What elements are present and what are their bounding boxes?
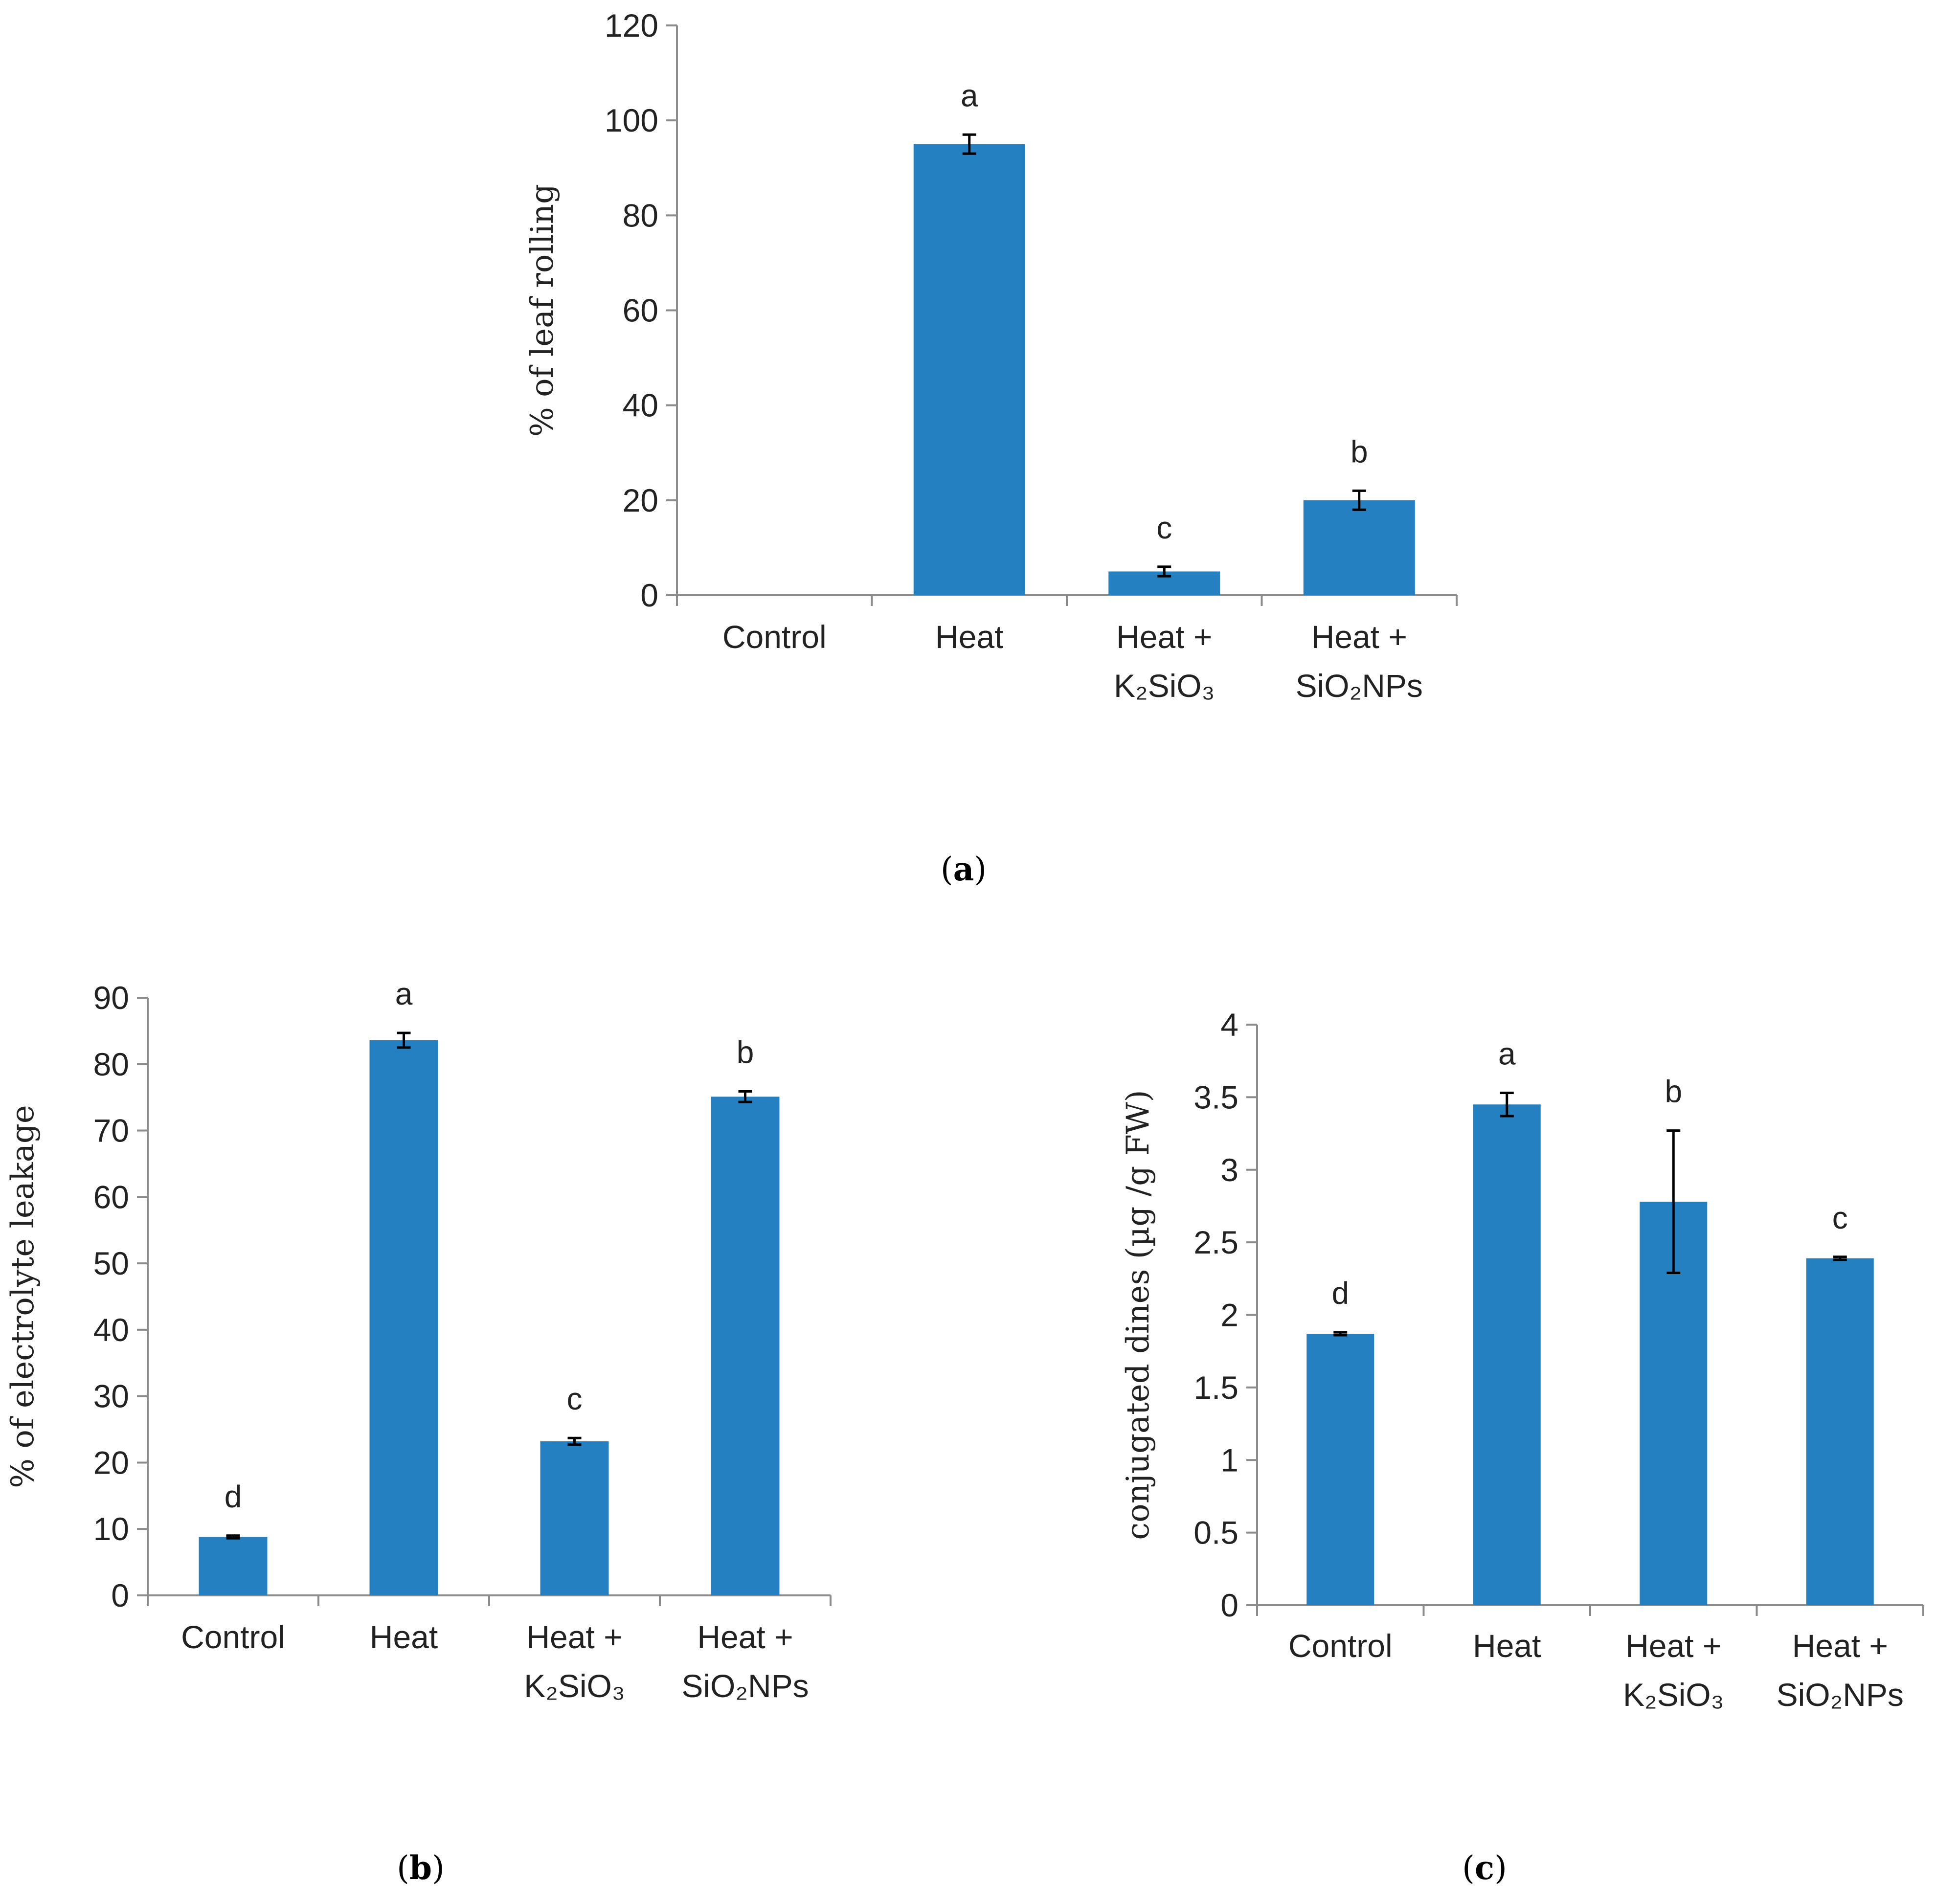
- category-label: Heat +: [526, 1619, 622, 1655]
- y-tick-label: 10: [93, 1511, 129, 1547]
- y-tick-label: 80: [93, 1046, 129, 1082]
- bar: [369, 1040, 438, 1595]
- category-label: Control: [181, 1619, 285, 1655]
- bar: [913, 144, 1025, 595]
- chart-panel-b: 0 10 20 30 40 50 60 70 80 90 d Control a Heat c Heat + K…: [5, 976, 832, 1887]
- y-tick-label: 2.5: [1193, 1224, 1238, 1260]
- bar: [711, 1097, 780, 1595]
- category-label: SiO₂NPs: [1296, 668, 1423, 704]
- y-tick-label: 60: [623, 292, 658, 329]
- y-tick-label: 40: [623, 387, 658, 424]
- y-tick-label: 0: [1220, 1587, 1238, 1623]
- category-label: Heat: [370, 1619, 438, 1655]
- category-label: Control: [1288, 1628, 1393, 1664]
- y-tick-label: 60: [93, 1179, 129, 1215]
- bar: [1303, 500, 1415, 595]
- y-tick-label: 30: [93, 1378, 129, 1414]
- y-tick-label: 90: [93, 980, 129, 1016]
- panel-caption: (b): [397, 1849, 445, 1887]
- chart-panel-a: 0 20 40 60 80 100 120 Control a Heat c Heat + K₂SiO₃…: [524, 7, 1458, 888]
- category-label: Heat +: [1792, 1628, 1888, 1664]
- category-label: Heat +: [1311, 619, 1407, 655]
- y-axis-title: conjugated dines (µg /g FW): [1120, 1090, 1156, 1540]
- y-tick-label: 100: [605, 102, 658, 138]
- y-tick-label: 40: [93, 1312, 129, 1348]
- bar: [1806, 1258, 1874, 1605]
- bar: [199, 1537, 268, 1595]
- significance-label: a: [395, 976, 413, 1011]
- significance-label: a: [961, 78, 978, 113]
- category-label: Heat +: [1625, 1628, 1721, 1664]
- y-tick-label: 3: [1220, 1152, 1238, 1188]
- y-tick-label: 20: [93, 1444, 129, 1480]
- category-label: K₂SiO₃: [524, 1668, 625, 1704]
- y-tick-label: 0: [640, 577, 658, 613]
- category-label: Heat +: [1116, 619, 1212, 655]
- category-label: Heat +: [697, 1619, 793, 1655]
- y-tick-label: 0.5: [1193, 1515, 1238, 1551]
- significance-label: c: [1832, 1200, 1848, 1235]
- y-tick-label: 2: [1220, 1297, 1238, 1333]
- category-label: K₂SiO₃: [1623, 1677, 1724, 1713]
- y-tick-label: 1: [1220, 1442, 1238, 1478]
- significance-label: d: [225, 1479, 242, 1514]
- category-label: Heat: [935, 619, 1003, 655]
- y-tick-label: 0: [111, 1577, 129, 1613]
- y-tick-label: 1.5: [1193, 1369, 1238, 1406]
- y-axis-title: % of electrolyte leakage: [5, 1105, 41, 1488]
- y-tick-label: 80: [623, 197, 658, 233]
- significance-label: b: [737, 1034, 754, 1070]
- category-label: Control: [722, 619, 827, 655]
- panel-caption: (a): [941, 850, 987, 888]
- significance-label: d: [1331, 1276, 1349, 1311]
- significance-label: c: [567, 1381, 583, 1416]
- significance-label: b: [1665, 1074, 1682, 1109]
- bar: [540, 1441, 609, 1595]
- y-tick-label: 120: [605, 7, 658, 44]
- y-tick-label: 4: [1220, 1007, 1238, 1043]
- chart-panel-c: 0 0.5 1 1.5 2 2.5 3 3.5 4 d Control a Heat b Heat + K₂S…: [1120, 1007, 1924, 1887]
- significance-label: c: [1156, 510, 1172, 545]
- bar: [1473, 1104, 1541, 1605]
- category-label: SiO₂NPs: [681, 1668, 809, 1704]
- bar: [1306, 1334, 1374, 1605]
- category-label: Heat: [1473, 1628, 1541, 1664]
- significance-label: a: [1498, 1036, 1516, 1071]
- category-label: K₂SiO₃: [1114, 668, 1215, 704]
- y-tick-label: 3.5: [1193, 1079, 1238, 1115]
- significance-label: b: [1351, 434, 1368, 469]
- category-label: SiO₂NPs: [1777, 1677, 1904, 1713]
- y-tick-label: 70: [93, 1113, 129, 1149]
- y-tick-label: 50: [93, 1245, 129, 1281]
- panel-caption: (c): [1462, 1849, 1507, 1887]
- y-axis-title: % of leaf rolling: [524, 184, 561, 437]
- y-tick-label: 20: [623, 482, 658, 518]
